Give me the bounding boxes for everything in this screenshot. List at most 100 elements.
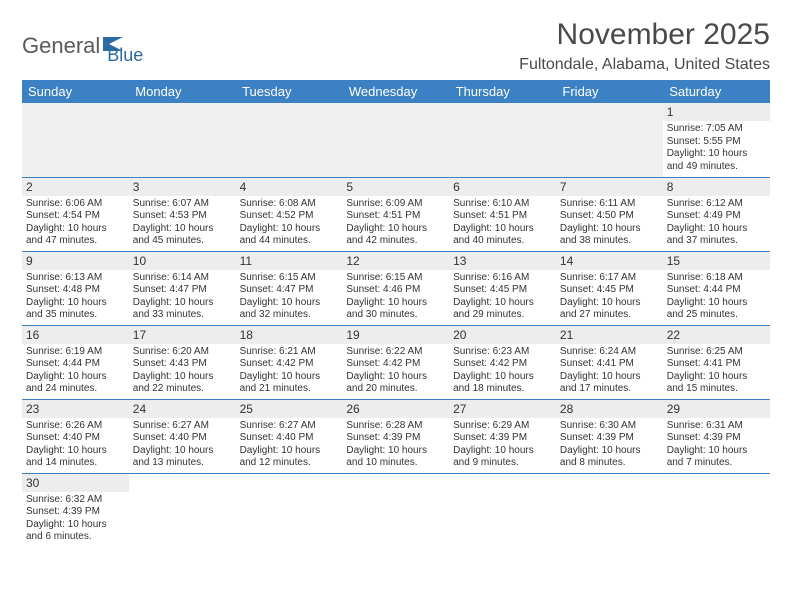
day-number: 11	[236, 252, 343, 270]
day-number: 12	[342, 252, 449, 270]
logo-text-1: General	[22, 35, 100, 57]
day-details: Sunrise: 6:11 AMSunset: 4:50 PMDaylight:…	[556, 196, 663, 251]
dayname-fri: Friday	[556, 80, 663, 103]
sunrise-line: Sunrise: 6:29 AM	[453, 420, 529, 431]
day-details: Sunrise: 6:28 AMSunset: 4:39 PMDaylight:…	[342, 418, 449, 473]
day-number: 23	[22, 400, 129, 418]
day-details: Sunrise: 6:21 AMSunset: 4:42 PMDaylight:…	[236, 344, 343, 399]
daylight-line: Daylight: 10 hours and 40 minutes.	[453, 223, 534, 247]
day-number: 21	[556, 326, 663, 344]
day-details: Sunrise: 6:15 AMSunset: 4:47 PMDaylight:…	[236, 270, 343, 325]
day-number: 25	[236, 400, 343, 418]
calendar-cell	[342, 103, 449, 177]
sunset-line: Sunset: 4:40 PM	[240, 432, 314, 443]
day-number: 1	[663, 103, 770, 121]
calendar-cell	[236, 473, 343, 547]
calendar-cell: 28Sunrise: 6:30 AMSunset: 4:39 PMDayligh…	[556, 399, 663, 473]
daylight-line: Daylight: 10 hours and 14 minutes.	[26, 445, 107, 469]
sunset-line: Sunset: 4:44 PM	[667, 284, 741, 295]
sunset-line: Sunset: 4:51 PM	[453, 210, 527, 221]
day-details: Sunrise: 7:05 AMSunset: 5:55 PMDaylight:…	[663, 121, 770, 176]
daylight-line: Daylight: 10 hours and 49 minutes.	[667, 148, 748, 172]
calendar-week: 9Sunrise: 6:13 AMSunset: 4:48 PMDaylight…	[22, 251, 770, 325]
daylight-line: Daylight: 10 hours and 7 minutes.	[667, 445, 748, 469]
title-block: November 2025 Fultondale, Alabama, Unite…	[519, 18, 770, 74]
dayname-mon: Monday	[129, 80, 236, 103]
sunset-line: Sunset: 4:52 PM	[240, 210, 314, 221]
day-number: 29	[663, 400, 770, 418]
calendar-body: 1Sunrise: 7:05 AMSunset: 5:55 PMDaylight…	[22, 103, 770, 547]
sunrise-line: Sunrise: 6:16 AM	[453, 272, 529, 283]
day-details: Sunrise: 6:30 AMSunset: 4:39 PMDaylight:…	[556, 418, 663, 473]
sunrise-line: Sunrise: 6:27 AM	[133, 420, 209, 431]
calendar-cell	[342, 473, 449, 547]
sunrise-line: Sunrise: 6:18 AM	[667, 272, 743, 283]
calendar-cell: 24Sunrise: 6:27 AMSunset: 4:40 PMDayligh…	[129, 399, 236, 473]
day-details: Sunrise: 6:27 AMSunset: 4:40 PMDaylight:…	[236, 418, 343, 473]
daylight-line: Daylight: 10 hours and 35 minutes.	[26, 297, 107, 321]
calendar-cell	[449, 473, 556, 547]
daylight-line: Daylight: 10 hours and 20 minutes.	[346, 371, 427, 395]
calendar-cell	[22, 103, 129, 177]
day-details: Sunrise: 6:10 AMSunset: 4:51 PMDaylight:…	[449, 196, 556, 251]
calendar-cell: 2Sunrise: 6:06 AMSunset: 4:54 PMDaylight…	[22, 177, 129, 251]
calendar-cell: 30Sunrise: 6:32 AMSunset: 4:39 PMDayligh…	[22, 473, 129, 547]
calendar-cell	[556, 473, 663, 547]
sunrise-line: Sunrise: 6:23 AM	[453, 346, 529, 357]
day-number: 22	[663, 326, 770, 344]
calendar-cell	[449, 103, 556, 177]
day-number: 6	[449, 178, 556, 196]
daylight-line: Daylight: 10 hours and 6 minutes.	[26, 519, 107, 543]
sunrise-line: Sunrise: 6:14 AM	[133, 272, 209, 283]
day-number: 8	[663, 178, 770, 196]
sunset-line: Sunset: 4:46 PM	[346, 284, 420, 295]
daylight-line: Daylight: 10 hours and 22 minutes.	[133, 371, 214, 395]
calendar-cell: 3Sunrise: 6:07 AMSunset: 4:53 PMDaylight…	[129, 177, 236, 251]
calendar-cell: 5Sunrise: 6:09 AMSunset: 4:51 PMDaylight…	[342, 177, 449, 251]
sunset-line: Sunset: 4:40 PM	[26, 432, 100, 443]
day-details: Sunrise: 6:26 AMSunset: 4:40 PM Daylight:…	[22, 418, 129, 473]
dayname-row: Sunday Monday Tuesday Wednesday Thursday…	[22, 80, 770, 103]
sunset-line: Sunset: 4:42 PM	[240, 358, 314, 369]
calendar-cell: 1Sunrise: 7:05 AMSunset: 5:55 PMDaylight…	[663, 103, 770, 177]
calendar-week: 1Sunrise: 7:05 AMSunset: 5:55 PMDaylight…	[22, 103, 770, 177]
calendar-cell	[556, 103, 663, 177]
dayname-sat: Saturday	[663, 80, 770, 103]
day-number: 5	[342, 178, 449, 196]
sunset-line: Sunset: 4:50 PM	[560, 210, 634, 221]
sunrise-line: Sunrise: 6:17 AM	[560, 272, 636, 283]
sunrise-line: Sunrise: 6:06 AM	[26, 198, 102, 209]
calendar-cell: 7Sunrise: 6:11 AMSunset: 4:50 PMDaylight…	[556, 177, 663, 251]
day-details: Sunrise: 6:07 AMSunset: 4:53 PMDaylight:…	[129, 196, 236, 251]
sunset-line: Sunset: 4:47 PM	[240, 284, 314, 295]
calendar-cell: 29Sunrise: 6:31 AMSunset: 4:39 PMDayligh…	[663, 399, 770, 473]
daylight-line: Daylight: 10 hours and 15 minutes.	[667, 371, 748, 395]
sunset-line: Sunset: 4:51 PM	[346, 210, 420, 221]
sunrise-line: Sunrise: 6:32 AM	[26, 494, 102, 505]
day-details: Sunrise: 6:16 AMSunset: 4:45 PMDaylight:…	[449, 270, 556, 325]
calendar-cell: 22Sunrise: 6:25 AMSunset: 4:41 PMDayligh…	[663, 325, 770, 399]
daylight-line: Daylight: 10 hours and 32 minutes.	[240, 297, 321, 321]
daylight-line: Daylight: 10 hours and 13 minutes.	[133, 445, 214, 469]
dayname-thu: Thursday	[449, 80, 556, 103]
daylight-line: Daylight: 10 hours and 45 minutes.	[133, 223, 214, 247]
sunrise-line: Sunrise: 6:13 AM	[26, 272, 102, 283]
sunrise-line: Sunrise: 6:11 AM	[560, 198, 635, 209]
day-number: 17	[129, 326, 236, 344]
sunset-line: Sunset: 4:45 PM	[453, 284, 527, 295]
sunset-line: Sunset: 4:39 PM	[560, 432, 634, 443]
calendar-cell: 18Sunrise: 6:21 AMSunset: 4:42 PMDayligh…	[236, 325, 343, 399]
calendar-cell: 23 Sunrise: 6:26 AMSunset: 4:40 PM Dayligh…	[22, 399, 129, 473]
sunset-line: Sunset: 4:45 PM	[560, 284, 634, 295]
day-details: Sunrise: 6:24 AMSunset: 4:41 PMDaylight:…	[556, 344, 663, 399]
day-number: 18	[236, 326, 343, 344]
sunset-line: Sunset: 4:54 PM	[26, 210, 100, 221]
sunset-line: Sunset: 4:49 PM	[667, 210, 741, 221]
daylight-line: Daylight: 10 hours and 30 minutes.	[346, 297, 427, 321]
sunrise-line: Sunrise: 6:22 AM	[346, 346, 422, 357]
sunrise-line: Sunrise: 6:26 AM	[26, 420, 102, 431]
calendar-week: 30Sunrise: 6:32 AMSunset: 4:39 PMDayligh…	[22, 473, 770, 547]
sunrise-line: Sunrise: 6:28 AM	[346, 420, 422, 431]
day-number: 16	[22, 326, 129, 344]
day-number: 30	[22, 474, 129, 492]
